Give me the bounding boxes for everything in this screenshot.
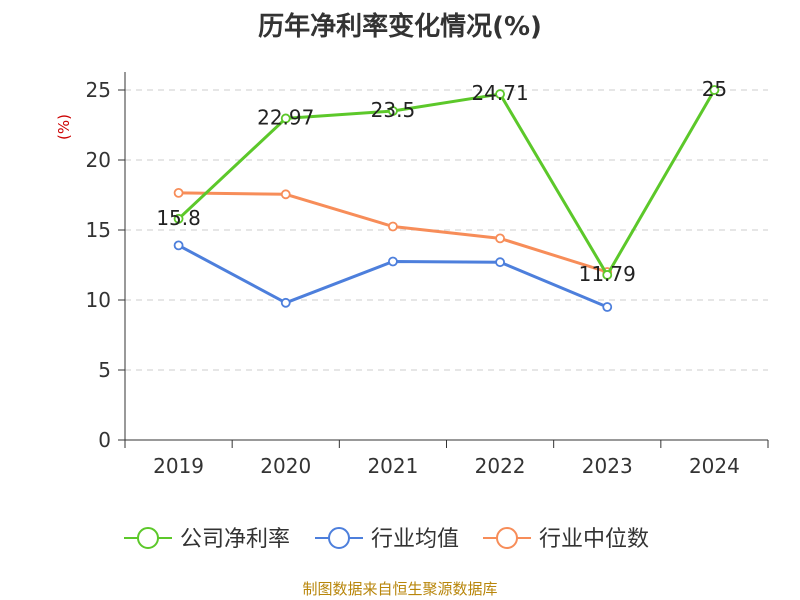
source-note: 制图数据来自恒生聚源数据库: [302, 580, 498, 598]
data-point: [495, 233, 505, 244]
legend-item[interactable]: 行业中位数: [483, 527, 649, 552]
y-tick-label: 25: [86, 78, 111, 102]
x-tick-label: 2024: [689, 454, 740, 478]
x-tick-label: 2022: [475, 454, 526, 478]
data-point: [280, 113, 291, 124]
data-point: [495, 257, 505, 268]
data-point: [388, 256, 398, 267]
legend-marker-icon: [496, 527, 518, 549]
x-tick-label: 2019: [153, 454, 204, 478]
y-tick-label: 15: [86, 218, 111, 242]
legend-label: 行业均值: [371, 527, 459, 552]
series-line: [177, 89, 716, 277]
data-label: 23.5: [371, 98, 416, 122]
legend-marker-icon: [137, 527, 159, 549]
data-label: 24.71: [471, 81, 528, 105]
axes: 0 5 10 15 20 25 2019 2020 2021 2022 2023 2024 (%): [55, 72, 769, 478]
y-tick-label: 20: [86, 148, 111, 172]
data-point: [388, 106, 398, 116]
data-point: [173, 240, 184, 251]
legend-label: 公司净利率: [180, 527, 290, 552]
data-point: [495, 89, 505, 99]
y-tick-label: 0: [98, 428, 111, 452]
x-tick-label: 2023: [582, 454, 633, 478]
chart-title: 历年净利率变化情况(%): [258, 12, 542, 42]
series-line: [177, 244, 608, 309]
y-tick-label: 10: [86, 288, 111, 312]
data-label: 22.97: [257, 105, 314, 129]
legend-label: 行业中位数: [539, 527, 649, 552]
data-labels: 15.8 22.97 23.5 24.71 11.79 25: [156, 77, 727, 286]
data-point: [602, 302, 613, 312]
data-point: [173, 213, 184, 224]
legend-marker-icon: [328, 527, 350, 549]
data-point: [602, 270, 613, 280]
data-label: 25: [702, 77, 727, 101]
x-tick-label: 2021: [367, 454, 418, 478]
series-lines: [173, 85, 720, 312]
y-tick-label: 5: [98, 358, 111, 382]
data-label: 15.8: [156, 206, 201, 230]
data-point: [173, 187, 184, 198]
y-axis-label: (%): [55, 114, 73, 140]
data-point: [388, 221, 398, 232]
data-point: [280, 297, 291, 308]
data-point: [280, 189, 291, 200]
data-point: [709, 85, 720, 95]
data-label: 11.79: [579, 262, 636, 286]
x-tick-label: 2020: [260, 454, 311, 478]
legend-item[interactable]: 行业均值: [315, 527, 459, 552]
grid-lines: [125, 89, 768, 371]
legend-item[interactable]: 公司净利率: [124, 527, 290, 552]
legend[interactable]: 公司净利率 行业均值 行业中位数: [124, 527, 649, 552]
